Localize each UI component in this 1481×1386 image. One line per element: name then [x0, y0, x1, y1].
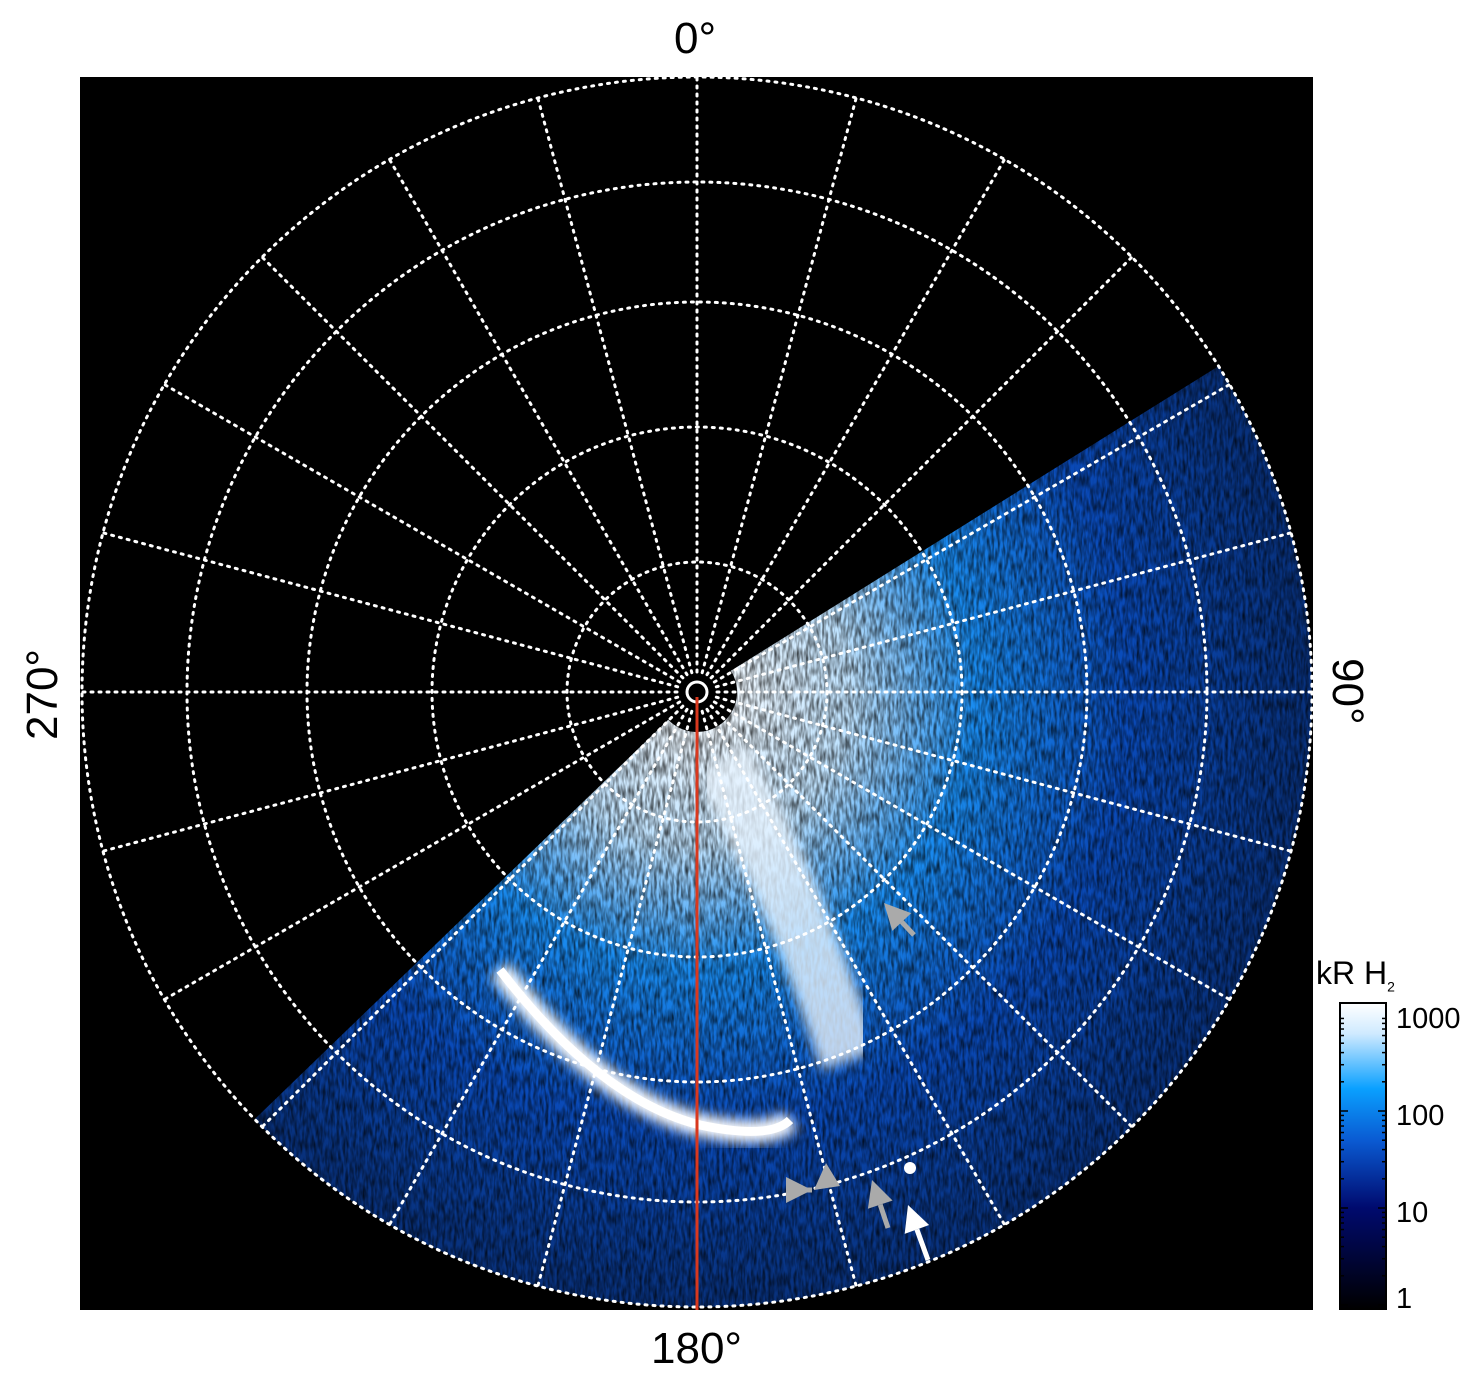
colorbar-tick-10: 10 — [1396, 1197, 1429, 1229]
colorbar-title: kR H2 — [1316, 955, 1395, 994]
main-auroral-oval-core — [496, 967, 794, 1136]
longitude-line — [705, 707, 1006, 1227]
longitude-line — [536, 709, 694, 1288]
longitude-line — [388, 157, 689, 677]
longitude-line — [260, 255, 685, 680]
colorbar-tick-1000: 1000 — [1396, 1003, 1461, 1035]
arrow-gray-3-icon-shaft — [877, 1203, 891, 1229]
longitude-line — [101, 695, 680, 853]
longitude-line — [101, 531, 680, 689]
arrow-gray-3-icon — [867, 1180, 893, 1209]
arrow-white-icon — [904, 1205, 930, 1234]
longitude-line — [714, 531, 1293, 689]
arrow-white-icon-shaft — [914, 1228, 931, 1261]
label-90: 90° — [1323, 658, 1372, 725]
longitude-line — [712, 383, 1232, 684]
longitude-line — [709, 704, 1134, 1129]
colorbar — [1339, 1002, 1387, 1310]
longitude-line — [712, 700, 1232, 1001]
longitude-line — [700, 96, 858, 675]
polar-emission — [694, 744, 879, 1070]
label-270: 270° — [18, 648, 67, 740]
arrow-gray-1-icon-shaft — [899, 920, 916, 937]
colorbar-title-main: kR H — [1316, 955, 1388, 991]
feature-arrows — [786, 903, 931, 1261]
colorbar-ticks — [1340, 1017, 1386, 1306]
latitude-circle — [565, 560, 829, 824]
arrow-gray-2-head — [814, 1163, 840, 1190]
aurora-emission — [254, 366, 1312, 1307]
arrow-gray-2-icon — [786, 1177, 812, 1203]
longitude-line — [705, 157, 1006, 677]
colorbar-tick-1: 1 — [1396, 1283, 1413, 1315]
lat-lon-grid — [80, 75, 1314, 1310]
longitude-line — [162, 383, 682, 684]
emission-spot — [904, 1162, 916, 1174]
colorbar-tick-100: 100 — [1396, 1100, 1445, 1132]
colorbar-title-sub: 2 — [1387, 978, 1395, 995]
label-180: 180° — [651, 1324, 743, 1373]
label-0: 0° — [674, 14, 717, 63]
longitude-line — [260, 704, 685, 1129]
longitude-line — [709, 255, 1134, 680]
longitude-line — [162, 700, 682, 1001]
longitude-line — [536, 96, 694, 675]
longitude-line — [700, 709, 858, 1288]
arrow-gray-1-icon — [884, 903, 912, 931]
longitude-line — [388, 707, 689, 1227]
longitude-line — [714, 695, 1293, 853]
